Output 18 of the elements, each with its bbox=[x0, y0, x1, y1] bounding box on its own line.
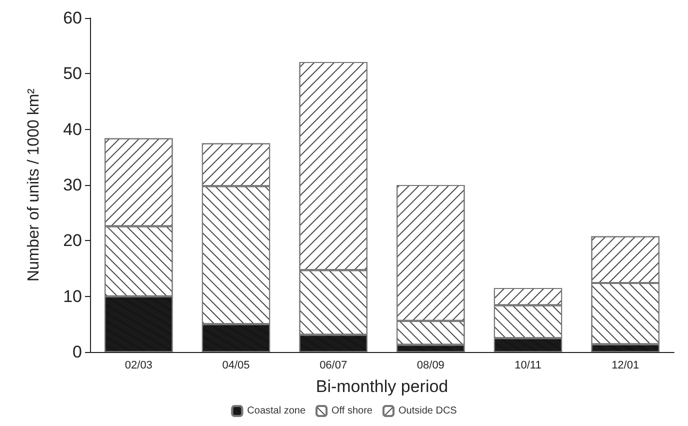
y-tick-label: 60 bbox=[63, 8, 82, 28]
y-tick-label: 50 bbox=[63, 64, 82, 84]
y-tick-label: 0 bbox=[72, 342, 82, 362]
legend-label: Off shore bbox=[332, 406, 373, 416]
x-tick-label: 04/05 bbox=[222, 360, 250, 372]
x-tick-label: 02/03 bbox=[124, 360, 152, 372]
y-axis-title: Number of units / 1000 km² bbox=[26, 88, 42, 282]
x-tick-label: 08/09 bbox=[416, 360, 444, 372]
y-tick-label: 20 bbox=[63, 231, 82, 250]
x-tick-label: 12/01 bbox=[612, 360, 640, 372]
y-tick-label: 40 bbox=[63, 120, 82, 139]
x-tick-label: 06/07 bbox=[320, 360, 348, 372]
legend-label: Outside DCS bbox=[398, 406, 458, 416]
y-tick-label: 10 bbox=[63, 286, 82, 306]
y-tick-label: 30 bbox=[63, 176, 82, 194]
x-tick-label: 10/11 bbox=[514, 360, 542, 372]
legend-label: Coastal zone bbox=[247, 406, 306, 416]
x-axis-title: Bi-monthly period bbox=[316, 377, 448, 396]
